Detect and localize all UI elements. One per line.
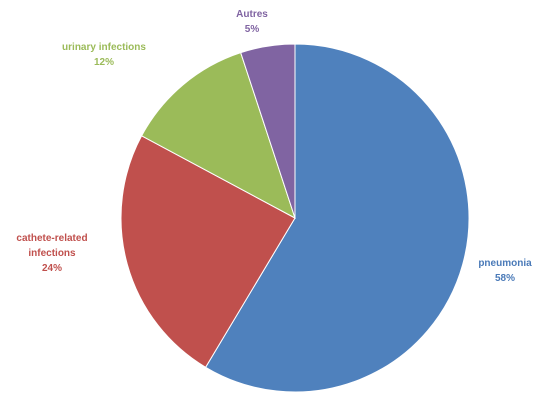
pie-label-line: 5% — [245, 24, 260, 35]
pie-label-line: Autres — [236, 9, 268, 20]
pie-label-catheter-related-infections: cathete-related infections 24% — [16, 233, 87, 274]
pie-labels: pneumonia 58% cathete-related infections 24%… — [16, 9, 532, 284]
pie-label-line: cathete-related — [16, 233, 87, 244]
pie-label-line: urinary infections — [62, 42, 146, 53]
pie-slice-catheter-related-infections — [120, 135, 296, 368]
pie-slices — [120, 43, 470, 393]
pie-label-autres: Autres 5% — [236, 9, 268, 35]
pie-label-pneumonia: pneumonia 58% — [478, 258, 532, 284]
pie-slice-autres — [240, 43, 296, 219]
pie-label-urinary-infections: urinary infections 12% — [62, 42, 146, 68]
pie-label-line: pneumonia — [478, 258, 532, 269]
pie-label-line: 12% — [94, 57, 114, 68]
pie-slice-urinary-infections — [140, 52, 296, 220]
pie-label-line: 58% — [495, 273, 515, 284]
pie-label-line: infections — [28, 248, 76, 259]
pie-label-line: 24% — [42, 263, 62, 274]
